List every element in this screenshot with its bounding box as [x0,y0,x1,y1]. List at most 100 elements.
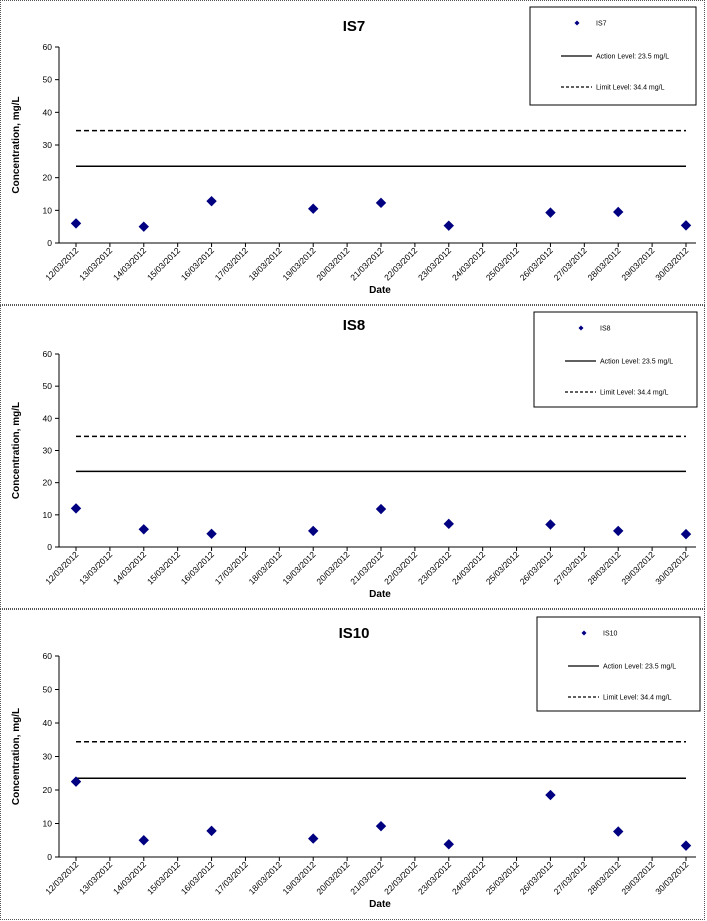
data-point [308,525,319,537]
y-tick-label: 60 [43,349,53,359]
data-point [375,503,387,515]
data-point [375,820,387,832]
x-tick-label: 16/03/2012 [179,859,216,896]
legend-series-marker [578,325,584,331]
y-tick-label: 10 [43,205,53,215]
x-tick-label: 28/03/2012 [585,549,622,586]
y-tick-label: 10 [43,819,53,829]
chart-svg-is8: IS8 0 10 20 30 40 50 60 12/03/201213/03/201214/0… [11,311,698,600]
legend-series-label: IS10 [603,631,618,638]
x-tick-label: 20/03/2012 [314,245,351,282]
x-tick-label: 20/03/2012 [314,549,351,586]
x-tick-label: 24/03/2012 [450,859,487,896]
data-point [308,203,319,214]
x-tick-label: 13/03/2012 [77,245,114,282]
x-tick-label: 12/03/2012 [43,549,80,586]
x-tick-label: 14/03/2012 [111,245,148,282]
x-tick-label: 19/03/2012 [280,245,317,282]
y-tick-label: 40 [43,107,53,117]
data-point [545,207,556,218]
x-tick-label: 20/03/2012 [314,859,351,896]
x-tick-label: 29/03/2012 [619,245,656,282]
x-tick-label: 29/03/2012 [619,859,656,896]
x-tick-label: 21/03/2012 [348,549,385,586]
y-tick-label: 40 [43,718,53,728]
data-point [138,524,149,535]
data-point [545,789,556,801]
x-tick-label: 22/03/2012 [382,245,419,282]
chart-panel-is8: IS8 0 10 20 30 40 50 60 12/03/2012 13/03/2012 14/0… [0,305,705,609]
legend-series-label: IS8 [600,326,611,333]
data-point [70,503,82,514]
data-point [70,218,82,229]
data-point [680,840,692,851]
x-tick-label: 25/03/2012 [484,549,521,586]
chart-panel-is7: IS7 0 10 20 30 40 50 60 12/03/2012 13/03/2012 14/0… [0,0,705,305]
x-tick-label: 28/03/2012 [585,245,622,282]
legend-limit-label: Limit Level: 34.4 mg/L [600,390,669,397]
x-tick-label: 13/03/2012 [77,859,114,896]
y-tick-label: 30 [43,752,53,762]
chart-svg-is10: IS10 0 10 20 30 40 50 60 12/03/201213/03/201214/… [11,616,701,910]
legend-series-label: IS7 [596,21,607,28]
x-tick-label: 18/03/2012 [247,549,284,586]
x-axis-label: Date [369,285,391,296]
x-tick-label: 16/03/2012 [179,245,216,282]
x-tick-label: 19/03/2012 [280,859,317,896]
x-tick-label: 30/03/2012 [653,859,690,896]
legend-box [529,6,697,106]
x-tick-label: 17/03/2012 [213,549,250,586]
data-point [613,525,624,537]
x-tick-label: 18/03/2012 [247,859,284,896]
data-point [443,518,454,530]
legend-action-label: Action Level: 23.5 mg/L [603,664,676,671]
x-tick-label: 12/03/2012 [43,859,80,896]
x-tick-label: 21/03/2012 [348,859,385,896]
data-point [613,826,624,837]
y-tick-label: 50 [43,381,53,391]
x-axis-label: Date [369,899,391,910]
y-tick-label: 40 [43,413,53,423]
x-tick-label: 28/03/2012 [585,859,622,896]
data-point [206,528,217,540]
data-point [206,825,217,837]
data-point [443,220,454,231]
y-tick-label: 10 [43,510,53,520]
data-point [680,528,692,540]
legend-series-marker [574,20,580,26]
y-tick-label: 50 [43,685,53,695]
y-tick-label: 20 [43,785,53,795]
x-tick-label: 27/03/2012 [552,549,589,586]
y-tick-label: 20 [43,478,53,488]
chart-title: IS8 [343,317,366,334]
x-tick-label: 23/03/2012 [416,859,453,896]
legend-limit-label: Limit Level: 34.4 mg/L [596,85,665,92]
y-tick-label: 0 [47,852,52,862]
data-point [375,197,387,209]
x-tick-label: 29/03/2012 [619,549,656,586]
y-tick-label: 60 [43,42,53,52]
x-tick-label: 26/03/2012 [518,549,555,586]
legend-limit-label: Limit Level: 34.4 mg/L [603,695,672,702]
y-tick-label: 0 [47,238,52,248]
x-tick-label: 30/03/2012 [653,245,690,282]
legend-box [533,311,698,408]
x-tick-label: 15/03/2012 [145,549,182,586]
y-tick-label: 20 [43,173,53,183]
x-tick-label: 15/03/2012 [145,859,182,896]
x-tick-label: 23/03/2012 [416,549,453,586]
x-tick-label: 24/03/2012 [450,245,487,282]
legend-action-label: Action Level: 23.5 mg/L [596,54,669,61]
data-point [308,833,319,844]
x-tick-label: 12/03/2012 [43,245,80,282]
chart-svg-is7: IS7 0 10 20 30 40 50 60 12/03/201213/03/201214/0… [11,6,697,296]
y-tick-label: 30 [43,446,53,456]
y-axis-label: Concentration, mg/L [11,402,22,499]
data-point [138,221,149,232]
y-axis-label: Concentration, mg/L [11,96,22,193]
x-tick-label: 21/03/2012 [348,245,385,282]
x-tick-label: 18/03/2012 [247,245,284,282]
data-point [545,519,556,530]
chart-title: IS10 [339,625,370,642]
x-tick-label: 26/03/2012 [518,245,555,282]
